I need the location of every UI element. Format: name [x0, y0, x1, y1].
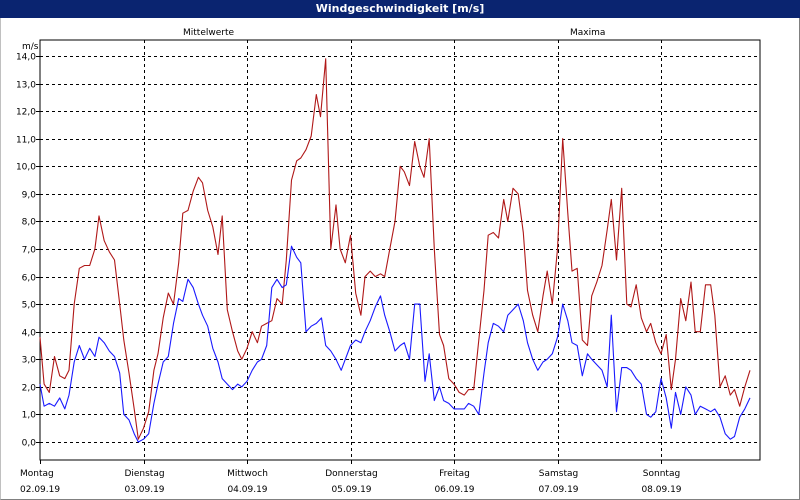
series-line-mittelwerte [39, 245, 751, 443]
x-axis-ticks: Montag 02.09.19 Dienstag 03.09.19 Mittwoch 04… [20, 460, 682, 495]
data-series [39, 58, 751, 443]
y-tick-label: 4,0 [22, 329, 37, 339]
legend-maxima: Maxima [570, 28, 605, 38]
x-tick-date-label: 08.09.19 [641, 485, 681, 495]
x-tick-day-label: Sonntag [643, 469, 680, 479]
chart-window [0, 18, 800, 500]
y-tick-label: 6,0 [22, 274, 37, 284]
y-tick-label: 8,0 [22, 218, 37, 228]
x-tick-day-label: Samstag [539, 469, 578, 479]
y-axis-label: m/s [22, 42, 39, 52]
y-tick-label: 12,0 [16, 108, 36, 118]
y-tick-label: 9,0 [22, 191, 37, 201]
x-tick-day-label: Freitag [439, 469, 470, 479]
x-tick-day-label: Dienstag [124, 469, 164, 479]
y-tick-label: 0,0 [22, 439, 37, 449]
chart-window-title: Windgeschwindigkeit [m/s] [0, 0, 800, 18]
x-tick-date-label: 07.09.19 [538, 485, 578, 495]
x-tick-date-label: 05.09.19 [331, 485, 371, 495]
series-line-maxima [39, 58, 751, 440]
x-tick-day-label: Montag [20, 469, 54, 479]
y-tick-label: 11,0 [16, 136, 36, 146]
x-tick-day-label: Mittwoch [227, 469, 268, 479]
y-tick-label: 7,0 [22, 246, 37, 256]
y-tick-label: 5,0 [22, 301, 37, 311]
y-tick-label: 2,0 [22, 384, 37, 394]
x-tick-date-label: 04.09.19 [227, 485, 267, 495]
x-tick-date-label: 02.09.19 [20, 485, 60, 495]
y-axis-ticks: 0,0 1,0 2,0 3,0 4,0 5,0 6,0 7,0 8,0 9,0 10,0 11,0 12… [16, 53, 40, 449]
x-tick-date-label: 06.09.19 [434, 485, 474, 495]
legend-mittelwerte: Mittelwerte [183, 28, 234, 38]
grid-lines [40, 40, 760, 460]
x-tick-day-label: Donnerstag [325, 469, 378, 479]
y-tick-label: 13,0 [16, 81, 36, 91]
x-tick-date-label: 03.09.19 [124, 485, 164, 495]
y-tick-label: 14,0 [16, 53, 36, 63]
y-tick-label: 10,0 [16, 163, 36, 173]
y-tick-label: 3,0 [22, 356, 37, 366]
y-tick-label: 1,0 [22, 411, 37, 421]
